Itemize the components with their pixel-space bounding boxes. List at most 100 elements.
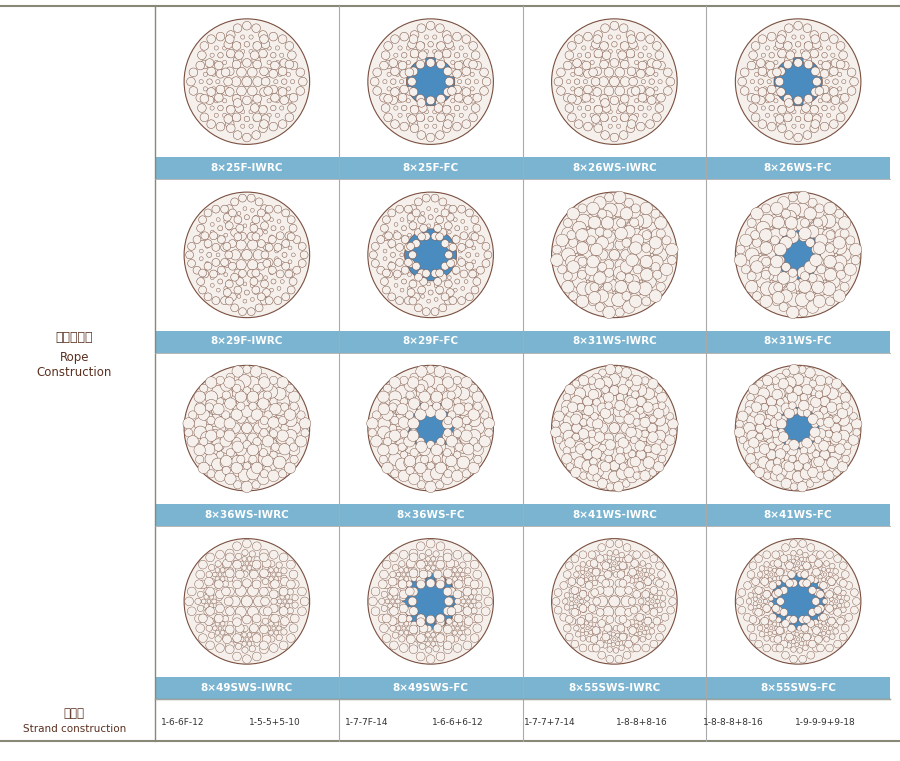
Circle shape [269,418,282,430]
Circle shape [611,632,616,636]
Circle shape [583,450,593,460]
Circle shape [282,209,290,217]
Circle shape [598,77,608,87]
Circle shape [417,56,426,65]
Circle shape [301,597,309,606]
Circle shape [589,568,593,572]
Circle shape [396,403,408,415]
Circle shape [804,384,815,396]
Circle shape [764,570,769,575]
Circle shape [287,607,293,614]
Circle shape [249,35,253,39]
Circle shape [216,218,220,221]
Circle shape [233,580,241,589]
Circle shape [775,78,784,86]
Circle shape [424,49,428,53]
Circle shape [264,68,273,77]
Circle shape [589,244,598,253]
Circle shape [789,616,797,623]
Circle shape [650,609,658,616]
Circle shape [615,281,627,293]
Circle shape [615,86,625,96]
Circle shape [471,589,477,595]
Text: Strand construction: Strand construction [22,724,126,734]
Circle shape [453,69,462,78]
Circle shape [792,212,804,223]
Circle shape [453,577,457,581]
Circle shape [592,580,598,586]
Circle shape [436,286,444,294]
Circle shape [592,563,598,569]
Circle shape [593,67,601,75]
Circle shape [580,607,587,613]
Circle shape [473,443,482,451]
Circle shape [629,568,636,576]
Circle shape [845,581,852,589]
Circle shape [806,479,814,487]
Circle shape [747,430,759,442]
Circle shape [636,32,645,41]
Circle shape [207,79,212,84]
Circle shape [565,633,573,641]
Circle shape [463,641,472,650]
Circle shape [589,291,601,304]
Circle shape [204,609,211,615]
Circle shape [281,577,289,586]
Circle shape [807,575,815,583]
Circle shape [236,224,244,232]
Circle shape [815,87,824,95]
Circle shape [558,265,567,274]
Circle shape [770,597,778,606]
Circle shape [371,78,379,86]
Circle shape [237,455,245,463]
Circle shape [590,458,598,466]
Circle shape [454,218,457,221]
Circle shape [382,269,391,277]
Circle shape [216,32,225,41]
Circle shape [803,409,811,417]
Circle shape [583,69,592,78]
Circle shape [444,572,450,578]
Circle shape [230,198,238,205]
Circle shape [763,419,771,426]
Circle shape [784,636,789,642]
Circle shape [225,119,234,129]
Circle shape [616,285,630,299]
Circle shape [629,626,636,635]
Circle shape [281,403,289,411]
Circle shape [207,253,211,257]
Circle shape [818,629,823,632]
Circle shape [249,110,253,114]
Circle shape [603,433,614,444]
Circle shape [791,550,796,556]
Circle shape [806,238,814,247]
Circle shape [472,224,481,232]
Circle shape [416,60,425,68]
Circle shape [463,553,472,562]
Circle shape [760,267,774,281]
Circle shape [824,256,836,268]
Circle shape [604,571,612,578]
Circle shape [640,561,645,566]
Circle shape [768,578,772,582]
Circle shape [822,94,831,102]
Circle shape [803,633,811,641]
Circle shape [382,634,391,642]
Text: Construction: Construction [37,366,112,379]
Circle shape [640,417,651,428]
Circle shape [606,655,614,663]
Circle shape [470,614,479,622]
Circle shape [457,387,470,400]
Circle shape [242,626,248,632]
Circle shape [785,56,793,65]
Circle shape [828,578,835,585]
Circle shape [472,246,476,250]
Circle shape [199,580,207,589]
Circle shape [425,406,436,417]
Circle shape [204,293,212,301]
Circle shape [205,59,214,68]
Circle shape [234,286,242,294]
Circle shape [452,266,460,274]
Circle shape [240,110,245,114]
Circle shape [775,374,786,384]
